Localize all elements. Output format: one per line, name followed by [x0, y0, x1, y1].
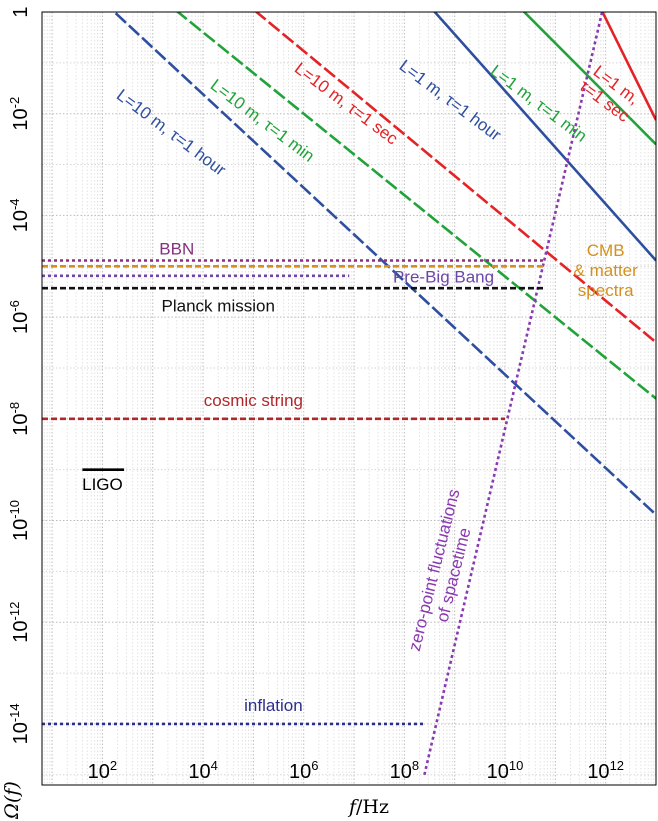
grid-lines — [42, 11, 657, 785]
y-tick-labels: 1 10-2 10-4 10-6 10-8 10-10 10-12 10-14 — [7, 6, 32, 744]
annotation-pre-big-bang: Pre-Big Bang — [393, 267, 494, 286]
annotation-ligo: LIGO — [82, 475, 123, 494]
y-tick-label: 1 — [10, 6, 32, 17]
y-tick-label: 10-12 — [7, 602, 32, 643]
y-tick-label: 10-10 — [7, 500, 32, 541]
y-tick-label: 10-4 — [7, 198, 32, 232]
annotation-inflation: inflation — [244, 696, 303, 715]
x-tick-label: 108 — [390, 758, 419, 783]
y-tick-label: 10-6 — [7, 300, 32, 334]
series-l-1-m-1-hour — [433, 12, 656, 262]
series-l-10-m-1-sec — [254, 12, 656, 344]
y-tick-label: 10-8 — [7, 402, 32, 436]
y-tick-label: 10-2 — [7, 97, 32, 131]
x-tick-labels: 102 104 106 108 1010 1012 — [88, 758, 624, 783]
series-l-10-m-1-hour — [112, 12, 656, 516]
annotation-bbn: BBN — [159, 240, 194, 259]
annotation-cosmic-string: cosmic string — [204, 391, 303, 410]
annotation-planck-mission: Planck mission — [162, 296, 275, 315]
plot-frame — [41, 11, 657, 786]
x-tick-label: 104 — [188, 758, 217, 783]
x-tick-label: 106 — [289, 758, 318, 783]
series-l-1-m-1-sec — [601, 12, 656, 121]
series-layer — [42, 12, 656, 776]
series-l-10-m-1-min — [175, 12, 656, 400]
series-zero-point-fluctuations-of-spacetime — [423, 12, 604, 776]
series-l-1-m-1-min — [522, 12, 656, 146]
x-tick-label: 1010 — [487, 758, 524, 783]
y-axis-label: Ω(f) — [1, 781, 23, 820]
annotation-cmb-matter-spectra: CMB & matter spectra — [574, 241, 639, 300]
x-tick-label: 1012 — [587, 758, 624, 783]
x-tick-label: 102 — [88, 758, 117, 783]
x-axis-label: f/Hz — [347, 796, 389, 818]
y-tick-label: 10-14 — [7, 703, 32, 744]
